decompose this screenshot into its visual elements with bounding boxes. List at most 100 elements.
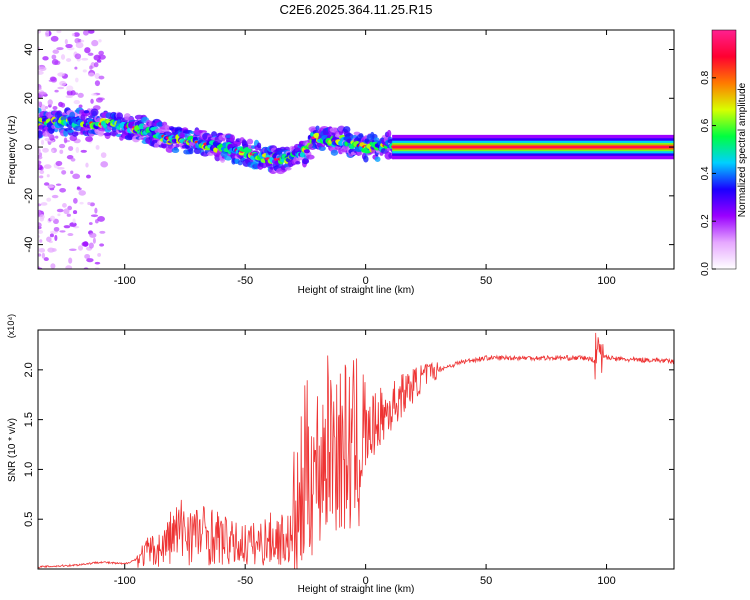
heatmap-cell bbox=[65, 58, 72, 62]
heatmap-cell bbox=[59, 149, 64, 154]
snr-multiplier: (x10⁴) bbox=[6, 314, 16, 338]
heatmap-cell bbox=[84, 47, 91, 54]
heatmap-cell bbox=[65, 95, 73, 99]
heatmap-cell bbox=[81, 57, 89, 61]
heatmap-cell bbox=[86, 174, 91, 179]
snr-y-ticks: 0.5 1.0 1.5 2.0 bbox=[23, 362, 674, 527]
snr-series-line bbox=[38, 332, 674, 569]
heatmap-cell bbox=[73, 197, 78, 204]
heatmap-cell bbox=[56, 30, 62, 34]
heatmap-cell bbox=[96, 59, 102, 63]
heatmap-cell bbox=[51, 54, 57, 60]
heatmap-cell bbox=[57, 72, 65, 77]
y-tick-label: -20 bbox=[23, 188, 35, 204]
heatmap-cell bbox=[97, 252, 102, 257]
heatmap-cell bbox=[38, 66, 47, 72]
heatmap-cell bbox=[54, 135, 59, 139]
colorbar-tick-label: 0.6 bbox=[700, 118, 711, 132]
heatmap-cell bbox=[38, 203, 42, 207]
heatmap-cell bbox=[46, 174, 50, 178]
x-tick-label: -100 bbox=[114, 575, 136, 587]
heatmap-cell bbox=[79, 201, 84, 205]
heatmap-cell bbox=[342, 126, 351, 133]
spectrogram-frame bbox=[37, 29, 675, 270]
heatmap-cell bbox=[295, 160, 301, 165]
snr-x-ticks: -100 -50 0 50 100 bbox=[114, 330, 616, 587]
heatmap-cell bbox=[44, 31, 50, 38]
heatmap-cell bbox=[74, 37, 81, 44]
heatmap-cell bbox=[82, 241, 89, 247]
heatmap-cell bbox=[54, 89, 59, 93]
heatmap-cell bbox=[374, 156, 381, 162]
heatmap-cell bbox=[171, 147, 180, 154]
heatmap-cell bbox=[40, 202, 48, 206]
y-tick-label: 0.5 bbox=[23, 512, 35, 527]
heatmap-cell bbox=[42, 147, 49, 153]
heatmap-cell bbox=[43, 164, 52, 169]
x-tick-label: 100 bbox=[597, 275, 615, 287]
figure-title: C2E6.2025.364.11.25.R15 bbox=[280, 2, 433, 17]
y-tick-label: 2.0 bbox=[23, 362, 35, 377]
x-tick-label: -100 bbox=[114, 275, 136, 287]
heatmap-cell bbox=[90, 108, 99, 117]
heatmap-cell bbox=[330, 149, 339, 156]
heatmap-cell bbox=[363, 155, 369, 163]
heatmap-cell bbox=[74, 66, 78, 70]
heatmap-cell bbox=[57, 86, 65, 90]
heatmap-cell bbox=[95, 145, 100, 150]
heatmap-cell bbox=[299, 152, 306, 158]
heatmap-cell bbox=[306, 154, 315, 160]
heatmap-cell bbox=[61, 170, 67, 175]
heatmap-cell bbox=[68, 146, 74, 151]
heatmap-cell bbox=[98, 50, 104, 56]
x-tick-label: 0 bbox=[363, 275, 369, 287]
heatmap-cell bbox=[88, 242, 94, 249]
y-tick-label: 20 bbox=[23, 92, 35, 104]
heatmap-cell bbox=[246, 138, 254, 145]
heatmap-cell bbox=[38, 101, 43, 107]
heatmap-cell bbox=[50, 263, 56, 269]
x-tick-label: -50 bbox=[237, 575, 253, 587]
heatmap-cell bbox=[59, 230, 66, 233]
heatmap-cell bbox=[68, 257, 73, 264]
heatmap-cell bbox=[65, 265, 73, 269]
heatmap-cell bbox=[70, 90, 76, 96]
heatmap-cell bbox=[47, 99, 53, 106]
heatmap-cell bbox=[40, 139, 45, 146]
heatmap-cell bbox=[75, 77, 79, 83]
heatmap-cell bbox=[38, 91, 47, 96]
spectrogram-panel: -100 -50 0 50 100 -40 -20 0 20 40 Height of stra… bbox=[7, 29, 675, 296]
heatmap-cell bbox=[87, 201, 91, 206]
heatmap-cell bbox=[163, 131, 172, 136]
heatmap-cell bbox=[76, 186, 80, 189]
heatmap-cell bbox=[47, 185, 54, 189]
heatmap-cell bbox=[55, 160, 63, 167]
heatmap-cell bbox=[84, 254, 91, 259]
heatmap-cell bbox=[256, 142, 262, 149]
heatmap-cell bbox=[70, 170, 74, 175]
heatmap-cell bbox=[38, 30, 42, 34]
heatmap-cell bbox=[60, 54, 66, 60]
heatmap-cell bbox=[60, 102, 66, 108]
heatmap-cell bbox=[157, 121, 164, 128]
heatmap-cell bbox=[373, 137, 380, 143]
heatmap-cell bbox=[89, 232, 97, 238]
heatmap-cell bbox=[70, 157, 76, 162]
heatmap-cell bbox=[38, 222, 42, 228]
spectrogram-x-ticks: -100 -50 0 50 100 bbox=[114, 30, 616, 287]
heatmap-cell bbox=[45, 106, 49, 109]
heatmap-cell bbox=[188, 148, 194, 155]
heatmap-cell bbox=[318, 145, 326, 151]
heatmap-cell bbox=[55, 183, 62, 186]
heatmap-cell bbox=[97, 130, 105, 137]
colorbar-bar bbox=[711, 29, 737, 270]
heatmap-cell bbox=[49, 76, 57, 82]
heatmap-cell bbox=[71, 33, 75, 37]
x-tick-label: 50 bbox=[480, 275, 492, 287]
heatmap-cell bbox=[53, 226, 60, 232]
heatmap-cell bbox=[211, 131, 218, 138]
heatmap-cell bbox=[51, 58, 59, 65]
x-tick-label: -50 bbox=[237, 275, 253, 287]
snr-panel: -100 -50 0 50 100 0.5 1.0 1.5 2.0 Height of str… bbox=[6, 314, 675, 595]
heatmap-cell bbox=[63, 225, 71, 229]
